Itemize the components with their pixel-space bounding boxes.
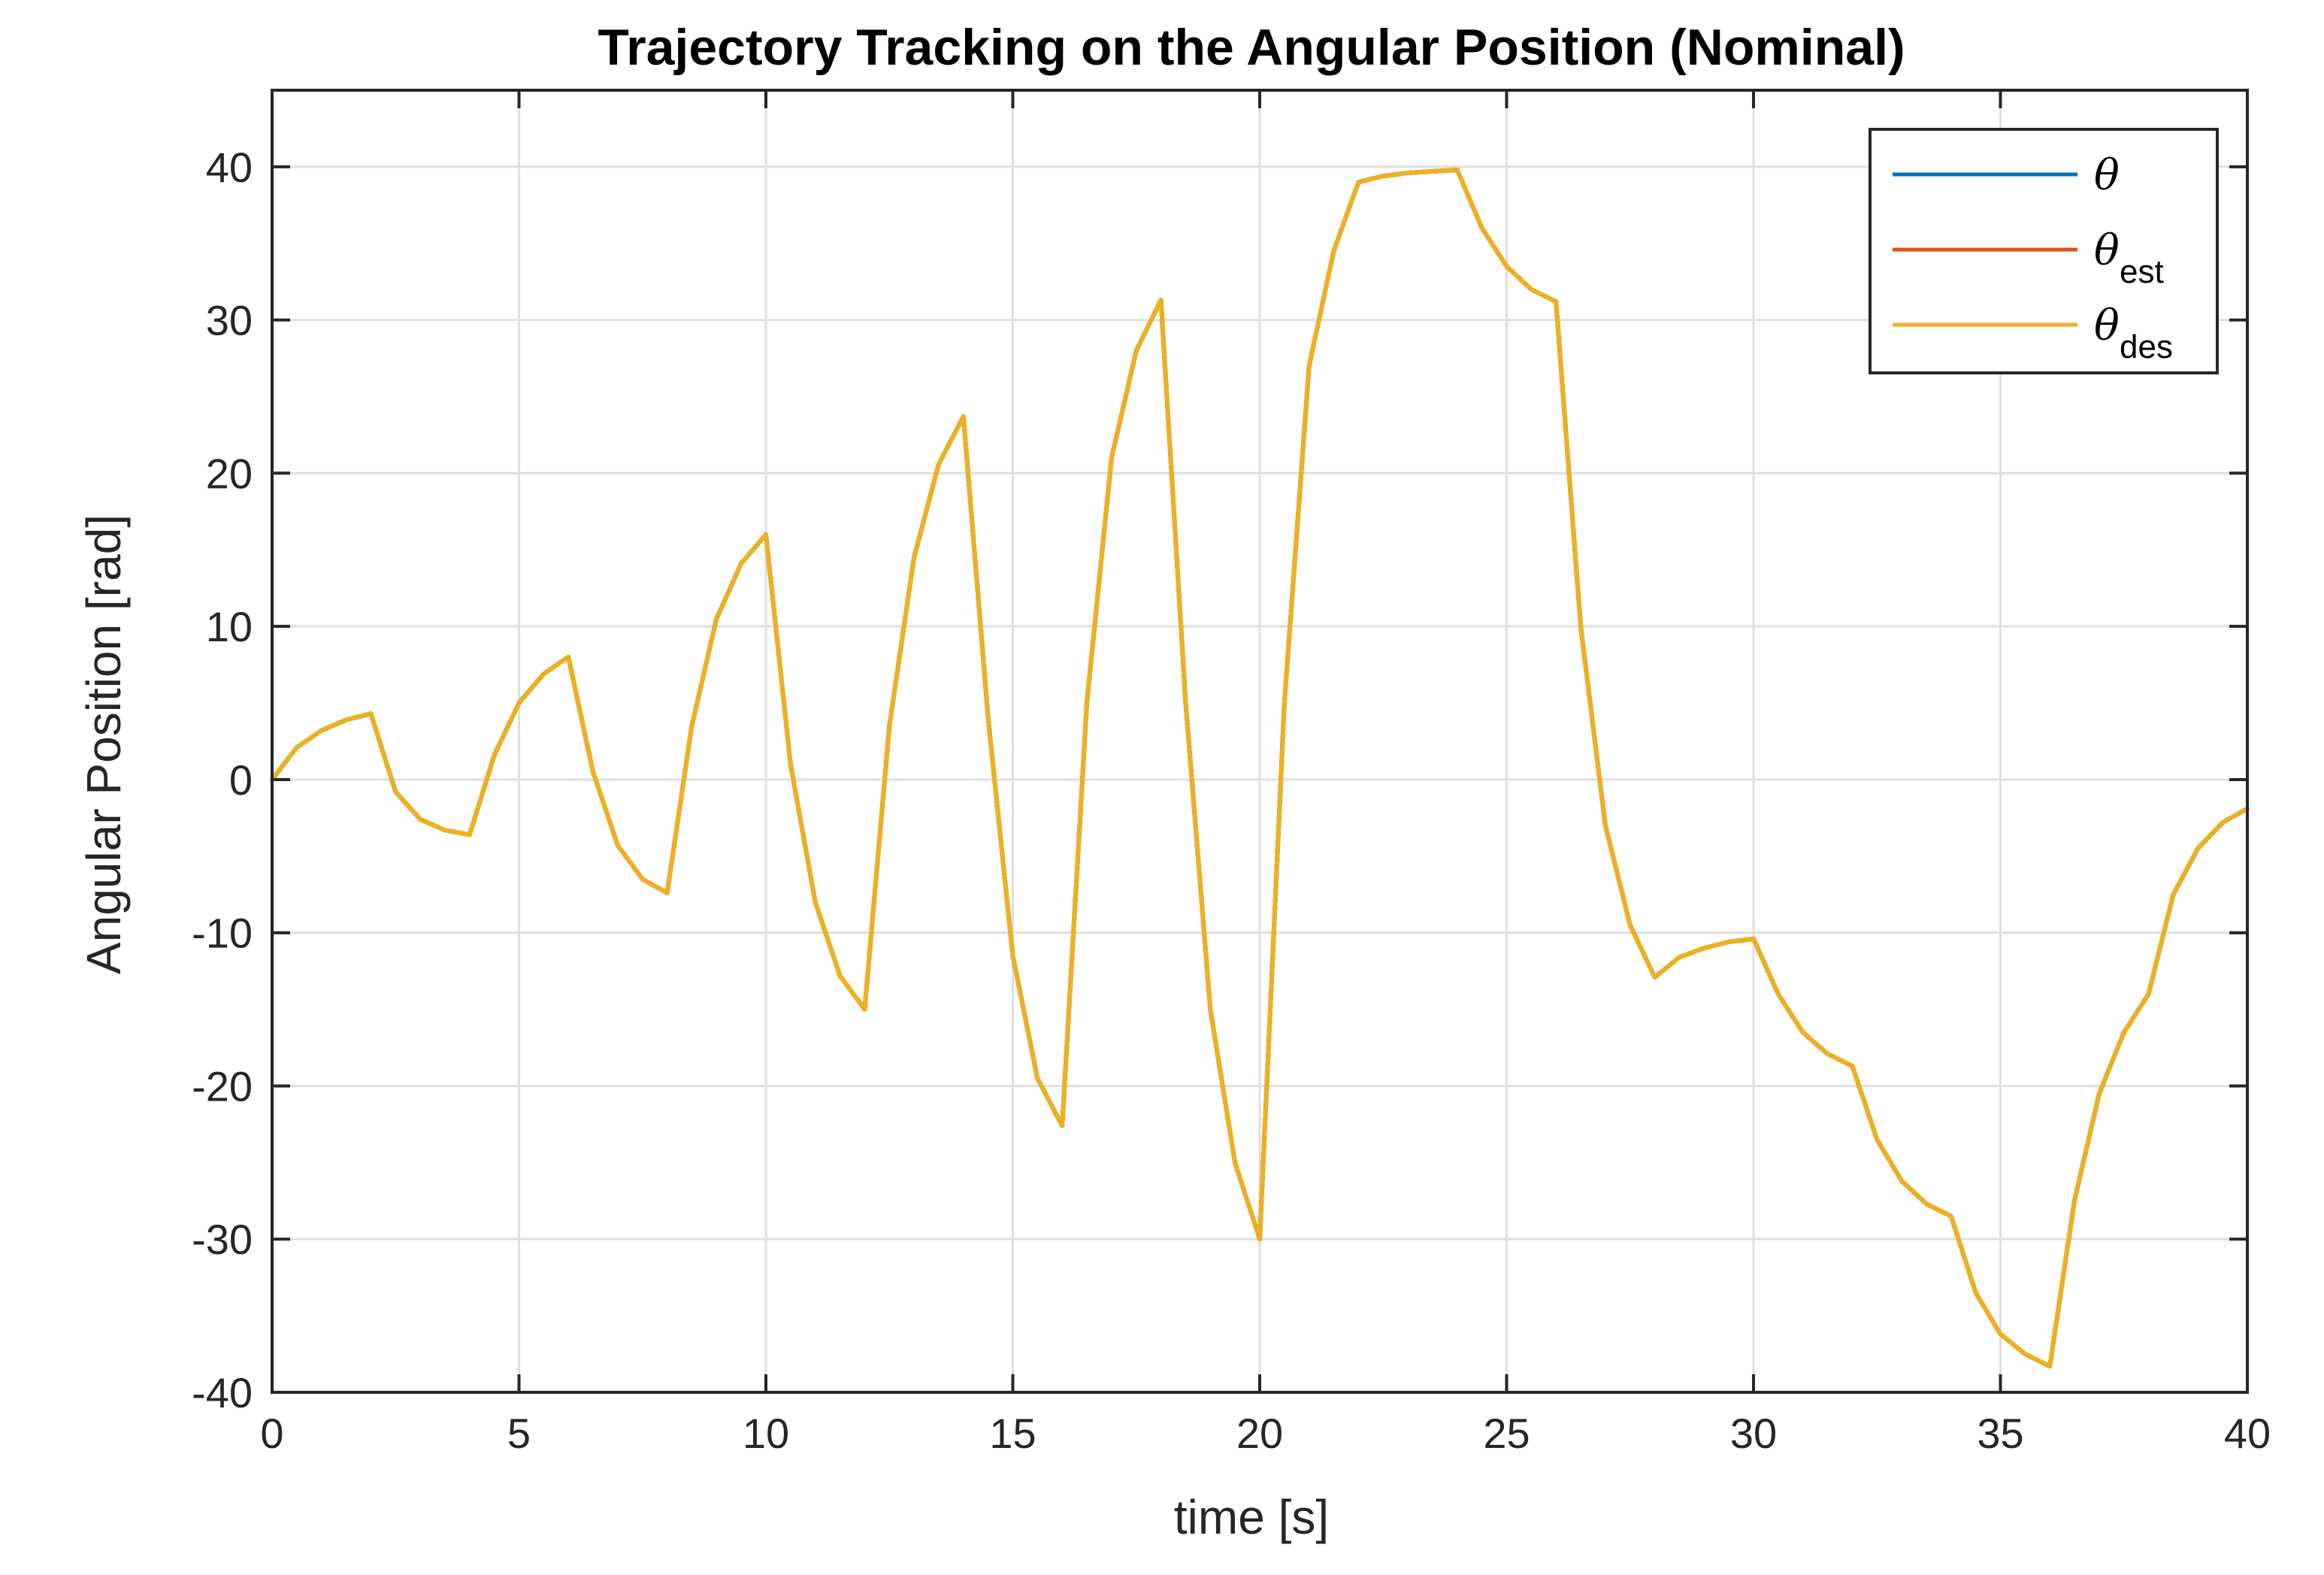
y-tick-label: 20: [206, 450, 253, 497]
legend-symbol: θ: [2094, 301, 2120, 350]
x-tick-label: 40: [2224, 1410, 2271, 1457]
y-tick-label: -40: [192, 1369, 253, 1416]
y-axis-label: Angular Position [rad]: [77, 514, 131, 974]
plot-lines: [270, 168, 2250, 1369]
x-tick-label: 35: [1977, 1410, 2023, 1457]
y-tick-label: -10: [192, 910, 253, 957]
y-tick-label: -20: [192, 1062, 253, 1110]
series-line-theta-des: [270, 168, 2250, 1369]
y-tick-label: 40: [206, 144, 253, 191]
axis-ticks: 0 5 10 15 20 25 30 35 40 -40 -30 -20 -10 0 10 20 30 40: [192, 90, 2271, 1457]
y-tick-label: -30: [192, 1216, 253, 1263]
x-tick-label: 10: [743, 1410, 789, 1457]
legend-subscript: est: [2120, 253, 2164, 290]
legend-subscript: des: [2120, 329, 2173, 365]
y-tick-label: 10: [206, 603, 253, 650]
x-tick-label: 25: [1483, 1410, 1530, 1457]
chart-title: Trajectory Tracking on the Angular Posit…: [598, 19, 1905, 76]
x-tick-label: 15: [989, 1410, 1036, 1457]
x-tick-label: 30: [1730, 1410, 1777, 1457]
x-tick-label: 0: [260, 1410, 283, 1457]
legend-symbol: θ: [2094, 151, 2120, 200]
y-tick-label: 0: [229, 756, 253, 804]
x-tick-label: 5: [507, 1410, 531, 1457]
y-tick-label: 30: [206, 297, 253, 344]
legend-symbol: θ: [2094, 226, 2120, 275]
x-tick-label: 20: [1236, 1410, 1283, 1457]
x-axis-label: time [s]: [1174, 1490, 1329, 1544]
